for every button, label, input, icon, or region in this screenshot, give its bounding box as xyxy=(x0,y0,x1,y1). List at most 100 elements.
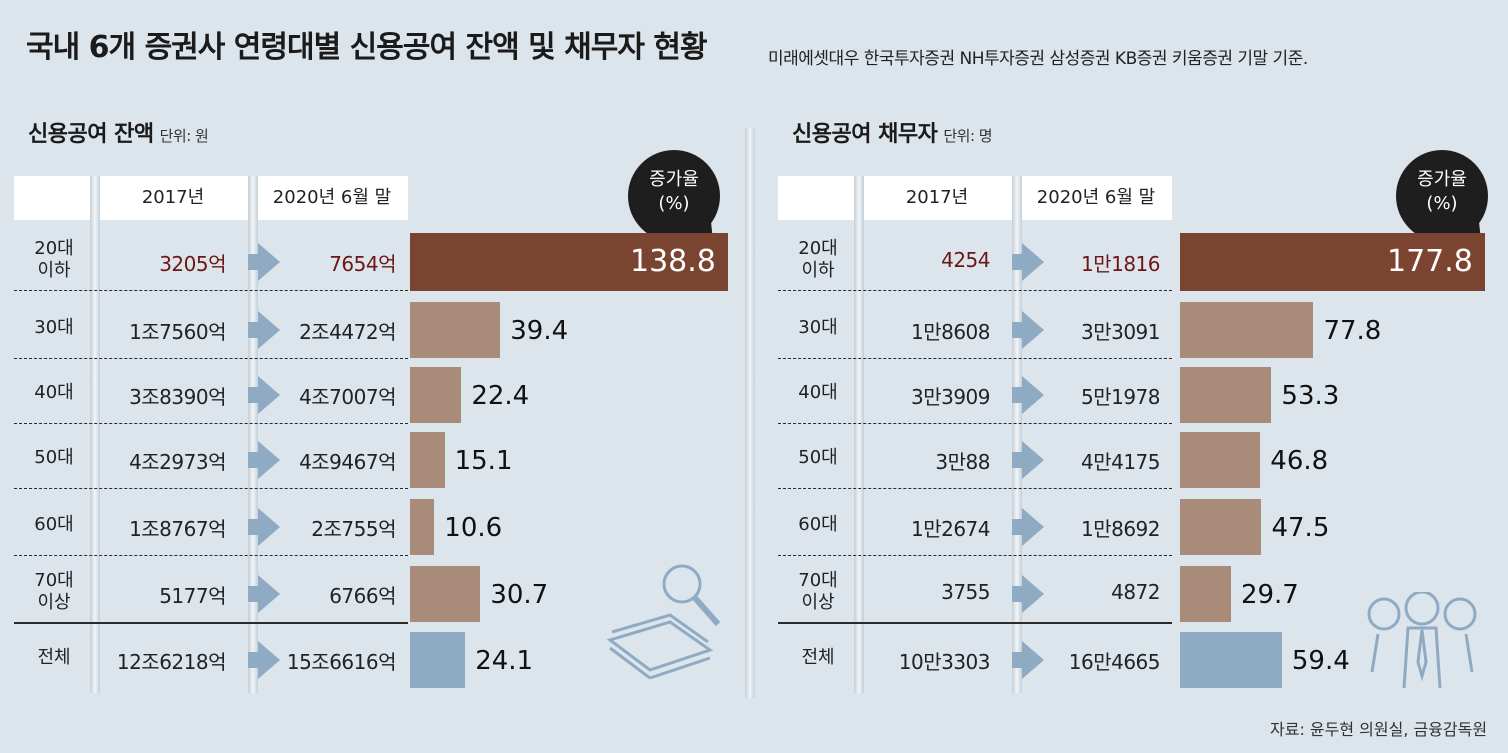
balance-row-label-line: 70대 xyxy=(34,570,74,591)
debtor-arrow xyxy=(1022,641,1044,679)
debtor-growth-value: 177.8 xyxy=(1387,244,1473,279)
debtor-value-2020: 4만4175 xyxy=(1080,450,1161,474)
balance-row-line xyxy=(14,358,408,359)
balance-title-text: 신용공여 잔액 xyxy=(28,122,154,147)
balance-arrow xyxy=(258,508,280,546)
balance-row-line xyxy=(14,423,408,424)
debtor-growth-value: 47.5 xyxy=(1271,513,1330,543)
balance-growth-bar xyxy=(410,432,445,488)
debtor-row-label-line: 30대 xyxy=(798,317,838,338)
debtor-growth-value: 59.4 xyxy=(1291,646,1350,676)
debtor-growth-value: 53.3 xyxy=(1281,381,1340,411)
source-note: 자료: 윤두현 의원실, 금융감독원 xyxy=(1270,720,1488,739)
balance-bubble-line1: 증가율 xyxy=(649,169,699,190)
debtor-row-line xyxy=(778,423,1172,424)
debtor-value-2017: 1만2674 xyxy=(910,517,991,541)
debtor-row-label: 전체 xyxy=(778,647,858,669)
debtor-row-label-line: 20대 xyxy=(798,238,838,259)
debtor-arrow-body xyxy=(1012,254,1024,270)
debtor-arrow xyxy=(1022,376,1044,414)
balance-total-line xyxy=(14,622,408,624)
balance-arrow xyxy=(258,641,280,679)
debtor-value-2020: 5만1978 xyxy=(1080,385,1161,409)
balance-growth-value: 39.4 xyxy=(510,316,569,346)
debtor-growth-bar xyxy=(1180,432,1261,488)
debtor-row-line xyxy=(778,488,1172,489)
people-icon xyxy=(1367,592,1477,689)
balance-value-2020: 4조9467억 xyxy=(299,450,396,474)
balance-arrow-body xyxy=(248,322,260,338)
balance-row-label-line: 이상 xyxy=(37,592,71,613)
debtor-growth-value: 29.7 xyxy=(1240,580,1299,610)
debtor-arrow xyxy=(1022,243,1044,281)
money-magnifier-icon xyxy=(606,564,721,680)
balance-row-label: 30대 xyxy=(14,317,94,339)
debtor-growth-bar xyxy=(1180,566,1231,622)
debtor-row-label: 60대 xyxy=(778,514,858,536)
debtor-growth-bar xyxy=(1180,233,1485,291)
debtor-arrow-body xyxy=(1012,322,1024,338)
debtor-value-2017: 3755 xyxy=(941,580,990,604)
debtor-value-2017: 3만88 xyxy=(935,450,990,474)
debtor-arrow-body xyxy=(1012,652,1024,668)
debtor-arrow-body xyxy=(1012,586,1024,602)
debtor-band-2 xyxy=(1012,176,1022,693)
balance-arrow xyxy=(258,311,280,349)
debtor-growth-bar xyxy=(1180,632,1282,688)
debtor-bubble-line2: (%) xyxy=(1426,193,1458,214)
balance-arrow-body xyxy=(248,452,260,468)
balance-value-2020: 2조755억 xyxy=(311,517,396,541)
debtor-row-line xyxy=(778,555,1172,556)
balance-value-2017: 3205억 xyxy=(159,252,226,276)
balance-row-label-line: 20대 xyxy=(34,238,74,259)
debtor-value-2020: 1만8692 xyxy=(1080,517,1161,541)
balance-value-2017: 4조2973억 xyxy=(129,450,226,474)
debtor-row-label: 70대 이상 xyxy=(778,570,858,614)
balance-arrow xyxy=(258,441,280,479)
debtor-row-line xyxy=(778,290,1172,291)
balance-value-2017: 1조7560억 xyxy=(129,320,226,344)
debtor-arrow-body xyxy=(1012,452,1024,468)
debtor-growth-value: 77.8 xyxy=(1323,316,1382,346)
debtor-row-label-line: 전체 xyxy=(801,647,835,668)
balance-row-label-line: 50대 xyxy=(34,447,74,468)
balance-growth-value: 30.7 xyxy=(490,580,549,610)
balance-row-line xyxy=(14,488,408,489)
debtor-row-line xyxy=(778,358,1172,359)
balance-row-label-line: 전체 xyxy=(37,647,71,668)
debtor-arrow-body xyxy=(1012,387,1024,403)
balance-value-2017: 3조8390억 xyxy=(129,385,226,409)
debtor-growth-bar xyxy=(1180,302,1314,358)
balance-band-1 xyxy=(90,176,100,693)
debtor-value-2017: 4254 xyxy=(941,248,990,272)
debtor-growth-bubble: 증가율 (%) xyxy=(1396,150,1488,242)
balance-row-label: 전체 xyxy=(14,647,94,669)
debtor-value-2017: 1만8608 xyxy=(910,320,991,344)
balance-value-2020: 15조6616억 xyxy=(286,650,397,674)
debtor-value-2020: 4872 xyxy=(1111,580,1160,604)
balance-unit-label: 단위: 원 xyxy=(159,127,209,145)
balance-arrow-body xyxy=(248,652,260,668)
balance-panel-title: 신용공여 잔액 단위: 원 xyxy=(28,116,209,148)
debtor-bubble-line1: 증가율 xyxy=(1417,169,1467,190)
debtor-arrow xyxy=(1022,508,1044,546)
balance-arrow-body xyxy=(248,387,260,403)
balance-row-label-line: 40대 xyxy=(34,382,74,403)
debtor-value-2020: 16만4665 xyxy=(1068,650,1161,674)
debtor-band-1 xyxy=(854,176,864,693)
debtor-growth-value: 46.8 xyxy=(1270,446,1329,476)
balance-row-label: 20대 이하 xyxy=(14,238,94,282)
balance-value-2017: 1조8767억 xyxy=(129,517,226,541)
debtor-row-label-line: 50대 xyxy=(798,447,838,468)
debtor-header-bg xyxy=(778,176,1172,220)
balance-growth-bar xyxy=(410,566,481,622)
debtor-row-label-line: 이하 xyxy=(801,260,835,281)
balance-row-label: 50대 xyxy=(14,447,94,469)
balance-value-2020: 4조7007억 xyxy=(299,385,396,409)
balance-arrow-body xyxy=(248,586,260,602)
balance-row-label-line: 60대 xyxy=(34,514,74,535)
balance-growth-bar xyxy=(410,367,462,423)
balance-value-2020: 2조4472억 xyxy=(299,320,396,344)
balance-arrow-body xyxy=(248,254,260,270)
balance-value-2020: 6766억 xyxy=(329,584,396,608)
